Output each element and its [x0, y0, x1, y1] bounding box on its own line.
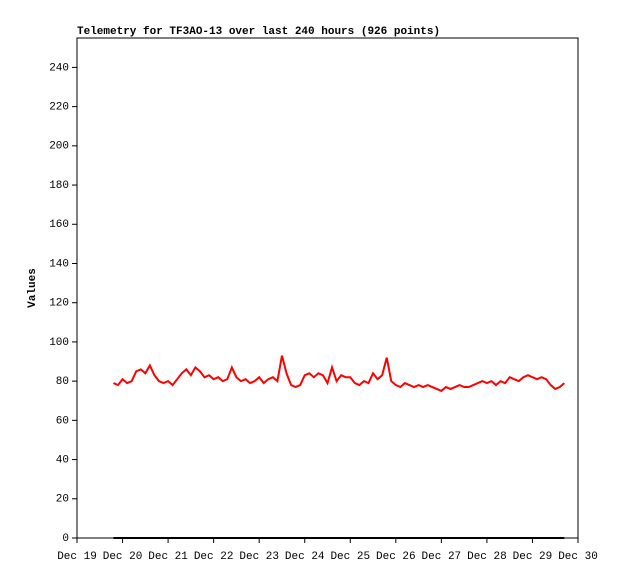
y-tick-label: 20 [56, 494, 69, 506]
y-tick-label: 100 [49, 337, 69, 349]
y-tick-label: 60 [56, 415, 69, 427]
x-tick-label: Dec 23 [239, 551, 279, 563]
chart-title: Telemetry for TF3AO-13 over last 240 hou… [77, 26, 440, 38]
x-tick-label: Dec 20 [103, 551, 143, 563]
x-tick-label: Dec 21 [148, 551, 188, 563]
y-tick-label: 220 [49, 102, 69, 114]
x-tick-label: Dec 29 [513, 551, 553, 563]
x-tick-label: Dec 28 [467, 551, 507, 563]
x-tick-label: Dec 19 [57, 551, 97, 563]
x-tick-label: Dec 27 [422, 551, 462, 563]
y-tick-label: 240 [49, 62, 69, 74]
y-axis-label: Values [27, 268, 39, 308]
y-tick-label: 140 [49, 258, 69, 270]
plot-frame [76, 37, 579, 539]
x-tick-label: Dec 24 [285, 551, 325, 563]
x-tick-label: Dec 30 [558, 551, 598, 563]
x-tick-label: Dec 26 [376, 551, 416, 563]
x-tick-label: Dec 25 [330, 551, 370, 563]
y-tick-label: 0 [62, 533, 69, 545]
y-tick-label: 200 [49, 141, 69, 153]
y-tick-label: 80 [56, 376, 69, 388]
y-tick-label: 40 [56, 454, 69, 466]
x-tick-label: Dec 22 [194, 551, 234, 563]
y-tick-label: 160 [49, 219, 69, 231]
series-line [113, 355, 565, 393]
y-tick-label: 120 [49, 298, 69, 310]
y-tick-label: 180 [49, 180, 69, 192]
